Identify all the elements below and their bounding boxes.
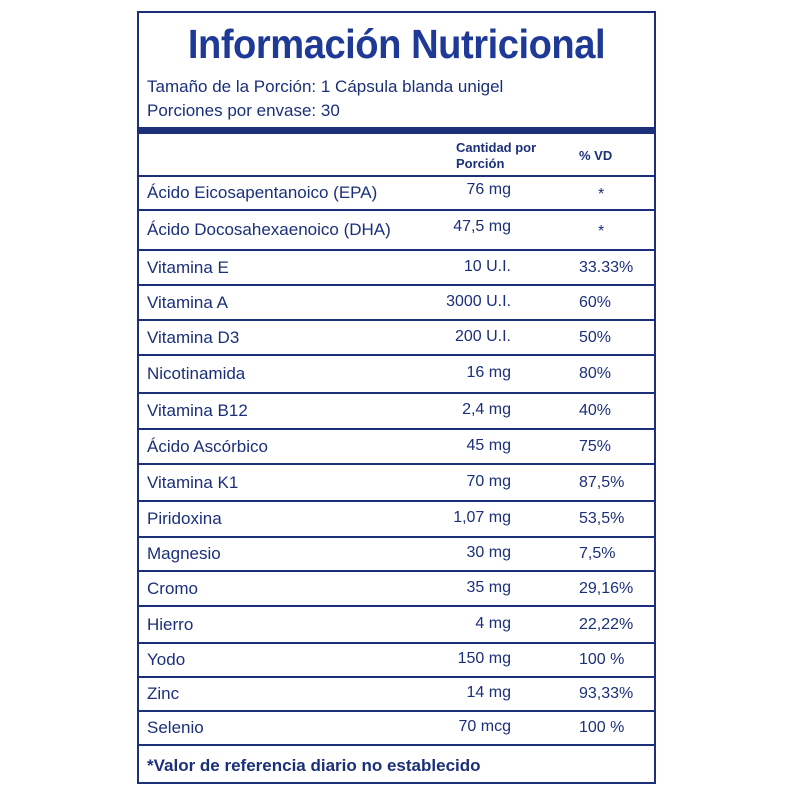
nutrient-name: Vitamina E [147,258,229,277]
nutrient-name: Zinc [147,684,180,703]
nutrient-row: Cromo 35 mg 29,16% [139,572,654,605]
nutrient-name: Yodo [147,650,186,669]
nutrient-dv: 100 % [579,719,625,736]
nutrient-amount: 4 mg [475,615,511,632]
nutrient-amount: 200 U.I. [454,328,511,345]
table-header-row: Cantidad por Porción % VD [139,134,654,177]
nutrient-amount: 35 mg [466,579,511,596]
nutrient-dv: 100 % [579,651,625,668]
nutrient-dv: 7,5% [579,545,616,562]
nutrient-amount: 2,4 mg [462,401,511,418]
nutrient-dv: 50% [579,329,612,346]
row-divider [139,284,654,286]
row-divider [139,392,654,394]
nutrition-facts-panel: Información Nutricional Tamaño de la Por… [137,11,656,784]
nutrient-amount: 70 mg [466,473,511,490]
row-divider [139,676,654,678]
nutrient-dv: 87,5% [579,474,625,491]
nutrient-dv: 53,5% [579,510,625,527]
nutrient-amount: 10 U.I. [463,258,511,275]
nutrient-amount: 76 mg [466,181,511,198]
nutrient-row: Nicotinamida 16 mg 80% [139,356,654,392]
nutrient-row: Vitamina K1 70 mg 87,5% [139,465,654,500]
nutrient-name: Vitamina K1 [147,473,239,492]
nutrient-name: Vitamina B12 [147,401,248,420]
row-divider [139,175,654,177]
nutrient-amount: 1,07 mg [453,509,511,526]
row-divider [139,642,654,644]
nutrient-name: Nicotinamida [147,364,246,383]
nutrient-name: Hierro [147,615,194,634]
nutrient-row: Magnesio 30 mg 7,5% [139,538,654,570]
nutrient-row: Vitamina B12 2,4 mg 40% [139,394,654,428]
servings-per-container-text: Porciones por envase: 30 [147,101,340,120]
nutrient-name: Selenio [147,718,204,737]
row-divider [139,319,654,321]
nutrient-amount: 3000 U.I. [446,293,511,310]
row-divider [139,605,654,607]
nutrient-amount: 47,5 mg [453,218,511,235]
nutrient-name: Ácido Docosahexaenoico (DHA) [147,220,391,239]
row-divider [139,500,654,502]
nutrient-name: Magnesio [147,544,221,563]
nutrient-dv: 80% [579,365,612,382]
nutrient-name: Vitamina D3 [147,328,240,347]
nutrient-name: Ácido Ascórbico [147,437,268,456]
nutrient-amount: 70 mcg [458,718,511,735]
nutrient-dv: 93,33% [579,685,634,702]
row-divider [139,710,654,712]
nutrient-row: Vitamina E 10 U.I. 33.33% [139,251,654,284]
footnote: *Valor de referencia diario no estableci… [147,756,481,775]
nutrient-dv: 22,22% [579,616,634,633]
nutrient-dv: 40% [579,402,612,419]
row-divider [139,428,654,430]
nutrient-dv: * [598,186,605,203]
nutrient-dv: 33.33% [579,259,634,276]
row-divider [139,570,654,572]
panel-title: Información Nutricional [187,21,606,67]
nutrient-dv: 29,16% [579,580,634,597]
nutrient-dv: * [598,223,605,240]
nutrient-row: Hierro 4 mg 22,22% [139,607,654,642]
nutrient-dv: 60% [579,294,612,311]
nutrient-amount: 30 mg [466,544,511,561]
serving-size-text: Tamaño de la Porción: 1 Cápsula blanda u… [147,77,504,96]
row-divider [139,209,654,211]
column-header-amount: Cantidad por Porción [456,140,537,171]
nutrient-row: Yodo 150 mg 100 % [139,644,654,676]
nutrient-amount: 150 mg [457,650,511,667]
nutrient-name: Vitamina A [147,293,228,312]
nutrient-row: Vitamina D3 200 U.I. 50% [139,321,654,354]
row-divider [139,463,654,465]
nutrient-row: Ácido Eicosapentanoico (EPA) 76 mg * [139,177,654,209]
nutrient-amount: 16 mg [466,364,511,381]
nutrient-name: Piridoxina [147,509,222,528]
nutrient-row: Ácido Docosahexaenoico (DHA) 47,5 mg * [139,211,654,249]
row-divider [139,536,654,538]
nutrient-name: Ácido Eicosapentanoico (EPA) [147,183,378,202]
thick-divider [139,127,654,134]
footnote-divider [139,744,654,746]
nutrient-name: Cromo [147,579,199,598]
nutrient-row: Zinc 14 mg 93,33% [139,678,654,710]
row-divider [139,249,654,251]
nutrient-amount: 14 mg [466,684,511,701]
nutrient-dv: 75% [579,438,612,455]
nutrient-row: Vitamina A 3000 U.I. 60% [139,286,654,319]
nutrient-row: Piridoxina 1,07 mg 53,5% [139,502,654,536]
row-divider [139,354,654,356]
nutrient-amount: 45 mg [466,437,511,454]
nutrient-row: Ácido Ascórbico 45 mg 75% [139,430,654,463]
column-header-dv: % VD [579,148,613,163]
nutrient-row: Selenio 70 mcg 100 % [139,712,654,744]
